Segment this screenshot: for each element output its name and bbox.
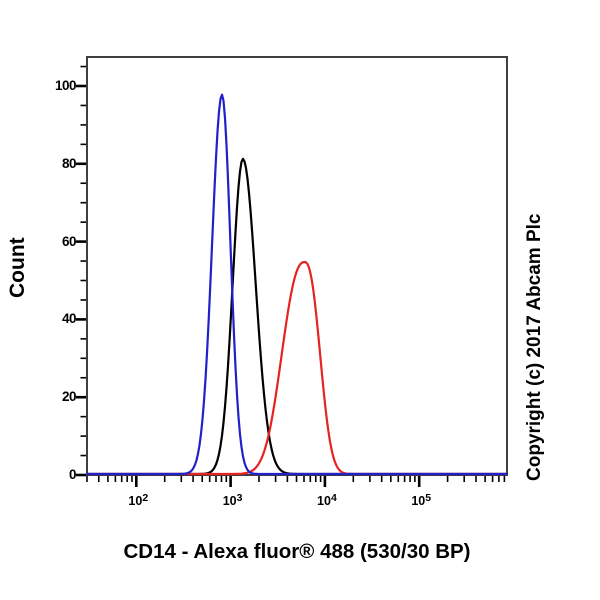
y-tick-label-40: 40 (61, 311, 77, 327)
y-tick-label-20: 20 (61, 389, 77, 405)
black-curve (85, 157, 509, 476)
x-axis-title: CD14 - Alexa fluor® 488 (530/30 BP) (123, 540, 471, 563)
copyright-notice: Copyright (c) 2017 Abcam Plc (524, 213, 545, 481)
y-axis-title: Count (6, 237, 29, 298)
y-tick-label-0: 0 (68, 467, 77, 482)
x-tick-label-10e5: 105 (411, 492, 432, 508)
red-curve (85, 260, 509, 476)
plot-frame (86, 56, 508, 476)
y-tick-label-80: 80 (61, 155, 77, 171)
x-tick-label-10e2: 102 (128, 492, 149, 508)
blue-curve (85, 93, 509, 476)
y-tick-label-60: 60 (61, 233, 77, 249)
x-tick-label-10e4: 104 (317, 492, 337, 508)
x-tick-label-10e3: 103 (222, 492, 243, 508)
y-tick-label-100: 100 (54, 78, 77, 93)
